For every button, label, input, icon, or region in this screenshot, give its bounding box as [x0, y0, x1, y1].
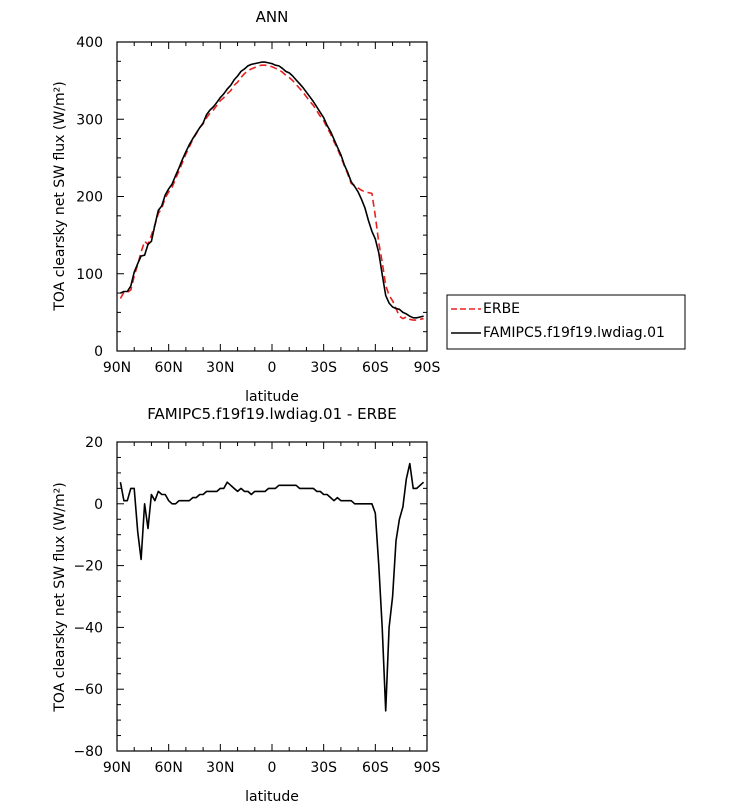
bottom-series-line-1 — [119, 462, 425, 712]
legend-label-erbe: ERBE — [483, 301, 520, 317]
bottom-x-tick-label: 60S — [362, 760, 389, 776]
top-panel: ANN 90N 60N 30N 0 30S 60S 90S 0 100 200 300 400 lat… — [52, 8, 686, 405]
bottom-x-axis-label: latitude — [245, 789, 299, 805]
top-x-tick-label: 90N — [103, 360, 131, 376]
top-plot-frame — [116, 41, 428, 352]
top-y-tick-label: 200 — [76, 190, 103, 206]
bottom-y-tick-label: −40 — [73, 620, 103, 636]
bottom-axis-ticks: 90N 60N 30N 0 30S 60S 90S −80 −60 −40 −20 0 20 — [73, 435, 440, 776]
bottom-x-tick-label: 90S — [414, 760, 441, 776]
top-chart-title: ANN — [256, 8, 289, 26]
bottom-y-tick-label: 20 — [85, 435, 103, 451]
top-x-tick-label: 30S — [310, 360, 337, 376]
top-series-line-2 — [120, 61, 424, 319]
top-legend: ERBE FAMIPC5.f19f19.lwdiag.01 — [446, 294, 686, 350]
bottom-x-tick-label: 0 — [268, 760, 277, 776]
bottom-x-tick-label: 30S — [310, 760, 337, 776]
top-x-tick-label: 60S — [362, 360, 389, 376]
top-y-tick-label: 100 — [76, 267, 103, 283]
top-series-lines — [119, 61, 424, 321]
top-x-tick-label: 90S — [414, 360, 441, 376]
top-x-tick-label: 0 — [268, 360, 277, 376]
top-series-line-1 — [119, 64, 424, 321]
bottom-y-tick-label: 0 — [94, 497, 103, 513]
top-axis-ticks: 90N 60N 30N 0 30S 60S 90S 0 100 200 300 400 — [76, 35, 440, 376]
legend-label-model: FAMIPC5.f19f19.lwdiag.01 — [483, 325, 665, 341]
bottom-y-tick-label: −80 — [73, 744, 103, 760]
top-x-tick-label: 30N — [206, 360, 234, 376]
top-x-tick-label: 60N — [155, 360, 183, 376]
top-y-axis-label: TOA clearsky net SW flux (W/m²) — [52, 81, 68, 311]
bottom-y-axis-label: TOA clearsky net SW flux (W/m²) — [52, 482, 68, 712]
top-y-tick-label: 0 — [94, 344, 103, 360]
bottom-y-tick-label: −60 — [73, 682, 103, 698]
bottom-x-tick-label: 30N — [206, 760, 234, 776]
bottom-x-tick-label: 90N — [103, 760, 131, 776]
bottom-x-tick-label: 60N — [155, 760, 183, 776]
legend-box — [446, 294, 686, 350]
bottom-chart-title: FAMIPC5.f19f19.lwdiag.01 - ERBE — [147, 405, 397, 423]
top-x-axis-label: latitude — [245, 389, 299, 405]
top-y-tick-label: 300 — [76, 112, 103, 128]
bottom-panel: FAMIPC5.f19f19.lwdiag.01 - ERBE 90N 60N 30… — [52, 405, 440, 805]
bottom-series-lines — [119, 462, 425, 712]
bottom-y-tick-label: −20 — [73, 559, 103, 575]
top-y-tick-label: 400 — [76, 35, 103, 51]
